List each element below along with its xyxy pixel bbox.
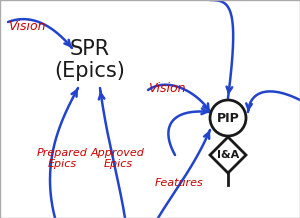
- Text: PIP: PIP: [217, 111, 239, 124]
- Text: Features: Features: [155, 178, 204, 188]
- Text: SPR
(Epics): SPR (Epics): [55, 39, 125, 81]
- Text: Prepared
Epics: Prepared Epics: [37, 148, 87, 169]
- Text: Approved
Epics: Approved Epics: [91, 148, 145, 169]
- Text: Vision: Vision: [8, 20, 46, 33]
- Text: Vision: Vision: [148, 82, 185, 95]
- Text: I&A: I&A: [217, 150, 239, 160]
